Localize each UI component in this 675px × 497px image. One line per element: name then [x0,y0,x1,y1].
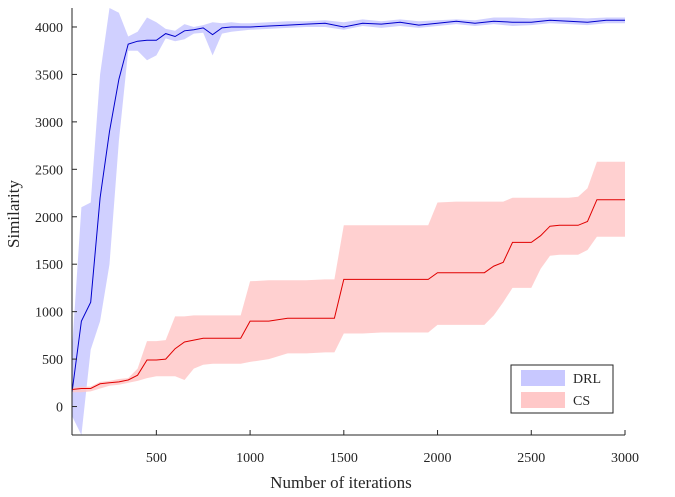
x-tick-label-3000: 3000 [611,451,639,466]
y-axis-label: Similarity [4,180,23,249]
y-tick-label-1500: 1500 [35,258,63,273]
series-lines [71,19,625,393]
x-tick-label-2000: 2000 [424,451,452,466]
drl-line [71,19,625,393]
confidence-bands [72,8,625,435]
y-tick-label-3500: 3500 [35,68,63,83]
x-tick-label-1000: 1000 [236,451,264,466]
y-tick-label-4000: 4000 [35,21,63,36]
y-tick-label-2000: 2000 [35,211,63,226]
x-tick-label-2500: 2500 [517,451,545,466]
cs-line [71,199,625,390]
y-tick-label-0: 0 [56,401,63,416]
drl-band [72,8,625,435]
cs-band [72,161,625,393]
x-tick-label-500: 500 [146,451,167,466]
y-tick-label-2500: 2500 [35,163,63,178]
y-tick-label-3000: 3000 [35,116,63,131]
legend-swatch-cs [521,392,565,408]
legend: DRL CS [510,364,614,414]
legend-label-cs: CS [573,394,590,409]
legend-swatch-drl [521,370,565,386]
y-tick-label-500: 500 [42,353,63,368]
y-tick-label-1000: 1000 [35,306,63,321]
axes: 500 1000 1500 2000 2500 3000 0 500 1000 1500 2000 2… [35,8,639,466]
x-tick-label-1500: 1500 [330,451,358,466]
legend-label-drl: DRL [573,372,601,387]
x-axis-label: Number of iterations [270,473,412,492]
